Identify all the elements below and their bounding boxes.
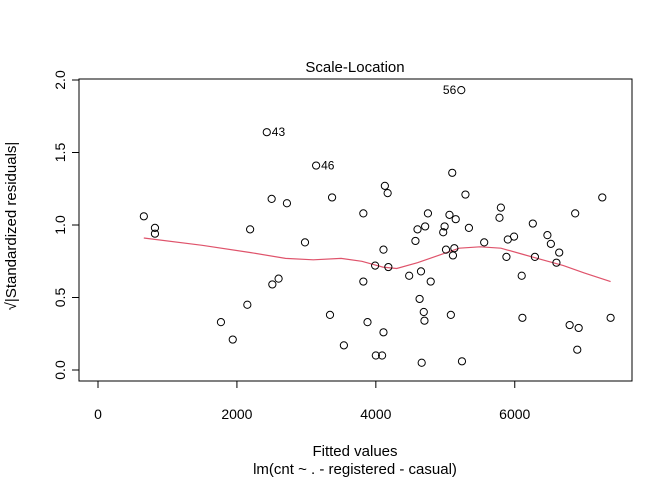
data-point xyxy=(502,252,511,261)
data-point xyxy=(448,168,457,177)
data-point xyxy=(377,351,387,360)
data-point xyxy=(451,215,460,224)
data-point xyxy=(228,335,237,344)
data-point xyxy=(543,231,552,240)
data-point xyxy=(441,245,451,254)
data-point xyxy=(359,209,368,218)
data-point xyxy=(457,357,467,366)
data-point xyxy=(300,238,310,247)
data-point xyxy=(457,86,466,95)
points-group: 56 43 46 xyxy=(139,83,615,367)
data-point xyxy=(363,318,372,327)
x-tick-label: 6000 xyxy=(499,406,530,422)
data-point xyxy=(312,161,321,170)
data-point xyxy=(517,271,526,280)
y-axis-label: √|Standardized residuals| xyxy=(3,142,20,311)
y-tick-label: 1.5 xyxy=(52,143,68,163)
data-point xyxy=(518,313,527,322)
data-point xyxy=(383,189,392,198)
data-point xyxy=(598,193,607,202)
data-point xyxy=(448,251,458,260)
data-point xyxy=(464,223,474,232)
y-tick-label: 0.5 xyxy=(52,288,68,308)
y-tick-label: 1.0 xyxy=(52,215,68,235)
data-point xyxy=(139,212,148,221)
plot-frame xyxy=(78,78,633,382)
data-point xyxy=(415,294,424,304)
data-point xyxy=(439,228,448,237)
smooth-line-group xyxy=(143,237,611,283)
x-axis: 0 2000 4000 6000 xyxy=(94,380,531,422)
y-tick-label: 0.0 xyxy=(52,360,68,380)
data-point xyxy=(528,219,537,228)
smooth-line xyxy=(143,237,611,283)
x-tick-label: 4000 xyxy=(360,406,391,422)
data-point xyxy=(405,271,414,280)
data-point xyxy=(371,351,380,360)
data-point xyxy=(379,328,388,337)
data-point xyxy=(274,274,283,283)
data-point xyxy=(423,209,433,218)
data-point xyxy=(450,244,459,253)
data-point xyxy=(573,345,582,354)
data-point xyxy=(379,245,388,254)
chart-title: Scale-Location xyxy=(305,59,404,76)
data-point xyxy=(327,193,337,202)
data-point xyxy=(243,300,252,309)
data-point xyxy=(552,258,561,267)
data-point xyxy=(150,223,160,232)
data-point xyxy=(420,316,429,325)
data-point xyxy=(371,261,380,270)
data-point xyxy=(267,194,276,203)
data-point xyxy=(440,222,449,231)
data-point xyxy=(150,229,160,238)
data-point xyxy=(571,209,580,218)
data-point xyxy=(246,225,255,234)
data-point xyxy=(268,280,277,289)
point-label: 46 xyxy=(321,159,335,173)
data-point xyxy=(339,341,348,350)
data-point xyxy=(359,277,368,286)
data-point xyxy=(555,248,564,257)
data-point xyxy=(461,190,470,199)
data-point xyxy=(496,203,505,212)
data-point xyxy=(530,252,540,261)
data-point xyxy=(413,225,422,234)
data-point xyxy=(384,262,393,272)
data-point xyxy=(495,213,504,222)
data-point xyxy=(380,181,389,190)
y-tick-label: 2.0 xyxy=(52,70,68,90)
data-point xyxy=(216,318,226,327)
x-axis-label: Fitted values xyxy=(312,443,397,460)
x-axis-sublabel: lm(cnt ~ . - registered - casual) xyxy=(253,461,457,478)
point-label: 43 xyxy=(272,125,286,139)
data-point xyxy=(282,199,292,208)
data-point xyxy=(546,239,555,248)
data-point xyxy=(509,232,519,241)
data-point xyxy=(325,310,335,319)
data-point xyxy=(565,320,574,330)
data-point xyxy=(426,277,435,286)
y-axis: 0.0 0.5 1.0 1.5 2.0 xyxy=(52,70,80,380)
data-point xyxy=(411,236,420,246)
x-tick-label: 2000 xyxy=(221,406,252,422)
data-point xyxy=(445,210,454,219)
data-point xyxy=(606,313,615,322)
data-point xyxy=(416,267,426,276)
data-point xyxy=(574,323,583,333)
data-point xyxy=(262,128,271,137)
data-point xyxy=(419,307,428,317)
data-point xyxy=(480,238,489,247)
data-point xyxy=(421,222,430,231)
data-point xyxy=(446,310,455,319)
point-label: 56 xyxy=(443,83,457,97)
data-point xyxy=(417,358,426,367)
x-tick-label: 0 xyxy=(94,406,102,422)
